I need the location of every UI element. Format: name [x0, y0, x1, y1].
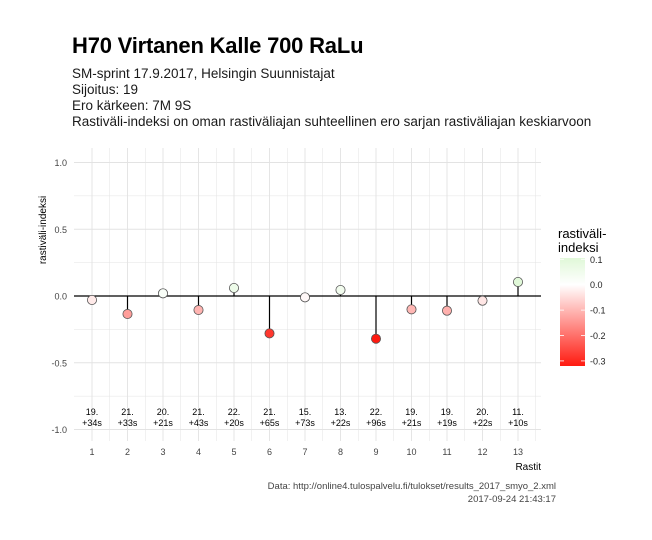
- legend-tick-label: 0.0: [590, 280, 603, 290]
- data-point: [193, 305, 204, 316]
- data-point: [157, 288, 168, 299]
- legend-tick-label: -0.3: [590, 356, 606, 366]
- legend-tick-label: -0.1: [590, 306, 606, 316]
- subtitle-line-3: Ero kärkeen: 7M 9S: [72, 98, 192, 113]
- legend-title-line-1: rastiväli-: [558, 226, 606, 241]
- point-rank-label: 20.: [157, 407, 170, 417]
- point-rank-label: 19.: [441, 407, 454, 417]
- point-time-label: +21s: [402, 418, 422, 428]
- data-point: [441, 305, 452, 316]
- point-time-label: +10s: [508, 418, 528, 428]
- data-point: [477, 295, 488, 306]
- points: [87, 276, 524, 344]
- point-time-label: +22s: [473, 418, 493, 428]
- point-time-label: +19s: [437, 418, 457, 428]
- x-tick-label: 11: [442, 447, 451, 457]
- point-time-label: +22s: [331, 418, 351, 428]
- point-time-label: +33s: [118, 418, 138, 428]
- subtitle-line-4: Rastiväli-indeksi on oman rastiväliajan …: [72, 114, 592, 129]
- data-point: [264, 328, 275, 339]
- legend-title-line-2: indeksi: [558, 240, 599, 255]
- x-tick-label: 6: [267, 447, 272, 457]
- y-tick-label: 0.5: [54, 225, 67, 235]
- color-legend: rastiväli- indeksi 0.1 0.0 -0.1 -0.2 -0.3: [558, 226, 606, 366]
- grid: [74, 148, 541, 441]
- data-point: [87, 295, 98, 306]
- data-point: [370, 333, 381, 344]
- point-time-label: +73s: [295, 418, 315, 428]
- legend-color-bar: [560, 258, 585, 366]
- data-point: [122, 309, 133, 320]
- point-rank-label: 21.: [121, 407, 134, 417]
- y-tick-label: -1.0: [51, 425, 67, 435]
- x-axis-label: Rastit: [515, 462, 541, 473]
- point-rank-label: 21.: [192, 407, 205, 417]
- data-point: [299, 292, 310, 303]
- axes: rastiväli-indeksi Rastit -1.0 -0.5 0.0 0.5 1…: [38, 158, 541, 473]
- x-tick-label: 4: [196, 447, 201, 457]
- data-point: [513, 276, 524, 287]
- y-tick-label: 1.0: [54, 158, 67, 168]
- point-rank-label: 13.: [334, 407, 347, 417]
- point-labels: 19.+34s21.+33s20.+21s21.+43s22.+20s21.+6…: [82, 407, 528, 428]
- x-tick-label: 7: [302, 447, 307, 457]
- point-time-label: +65s: [260, 418, 280, 428]
- x-tick-label: 12: [477, 447, 487, 457]
- x-tick-label: 13: [513, 447, 523, 457]
- subtitle-line-1: SM-sprint 17.9.2017, Helsingin Suunnista…: [72, 66, 335, 81]
- point-rank-label: 22.: [228, 407, 241, 417]
- x-tick-label: 8: [338, 447, 343, 457]
- legend-tick-label: 0.1: [590, 255, 603, 265]
- point-rank-label: 15.: [299, 407, 312, 417]
- point-time-label: +20s: [224, 418, 244, 428]
- point-rank-label: 19.: [405, 407, 418, 417]
- x-tick-label: 10: [406, 447, 416, 457]
- data-point: [335, 284, 346, 295]
- x-tick-label: 5: [231, 447, 236, 457]
- legend-tick-label: -0.2: [590, 331, 606, 341]
- chart-title: H70 Virtanen Kalle 700 RaLu: [72, 33, 364, 58]
- point-rank-label: 19.: [86, 407, 99, 417]
- x-tick-label: 2: [125, 447, 130, 457]
- subtitle-line-2: Sijoitus: 19: [72, 82, 139, 97]
- data-point: [228, 282, 239, 293]
- data-source-caption: Data: http://online4.tulospalvelu.fi/tul…: [267, 481, 556, 492]
- y-tick-label: -0.5: [51, 358, 67, 368]
- x-tick-label: 3: [160, 447, 165, 457]
- point-rank-label: 21.: [263, 407, 276, 417]
- x-tick-label: 9: [373, 447, 378, 457]
- data-point: [406, 304, 417, 315]
- x-tick-label: 1: [89, 447, 94, 457]
- point-time-label: +21s: [153, 418, 173, 428]
- point-rank-label: 20.: [476, 407, 489, 417]
- point-time-label: +43s: [189, 418, 209, 428]
- timestamp-caption: 2017-09-24 21:43:17: [467, 494, 556, 505]
- point-rank-label: 11.: [512, 407, 524, 417]
- y-tick-label: 0.0: [54, 292, 67, 302]
- point-rank-label: 22.: [370, 407, 383, 417]
- y-axis-label: rastiväli-indeksi: [38, 196, 49, 264]
- point-time-label: +34s: [82, 418, 102, 428]
- point-time-label: +96s: [366, 418, 386, 428]
